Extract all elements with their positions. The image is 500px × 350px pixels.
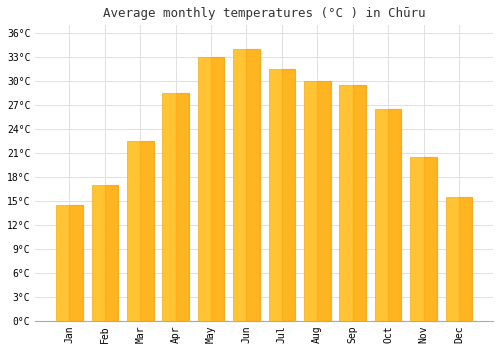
Bar xyxy=(304,81,330,321)
Bar xyxy=(198,57,224,321)
Bar xyxy=(127,141,154,321)
Bar xyxy=(56,205,82,321)
Bar xyxy=(318,81,330,321)
Bar xyxy=(340,85,366,321)
Bar xyxy=(410,157,437,321)
Bar xyxy=(268,69,295,321)
Bar xyxy=(246,49,260,321)
Bar xyxy=(352,85,366,321)
Bar xyxy=(162,93,189,321)
Bar xyxy=(211,57,224,321)
Bar xyxy=(105,185,118,321)
Title: Average monthly temperatures (°C ) in Chūru: Average monthly temperatures (°C ) in Ch… xyxy=(103,7,426,20)
Bar xyxy=(375,109,402,321)
Bar xyxy=(140,141,153,321)
Bar xyxy=(233,49,260,321)
Bar xyxy=(92,185,118,321)
Bar xyxy=(424,157,437,321)
Bar xyxy=(388,109,402,321)
Bar xyxy=(70,205,82,321)
Bar xyxy=(459,197,472,321)
Bar xyxy=(446,197,472,321)
Bar xyxy=(282,69,295,321)
Bar xyxy=(176,93,189,321)
